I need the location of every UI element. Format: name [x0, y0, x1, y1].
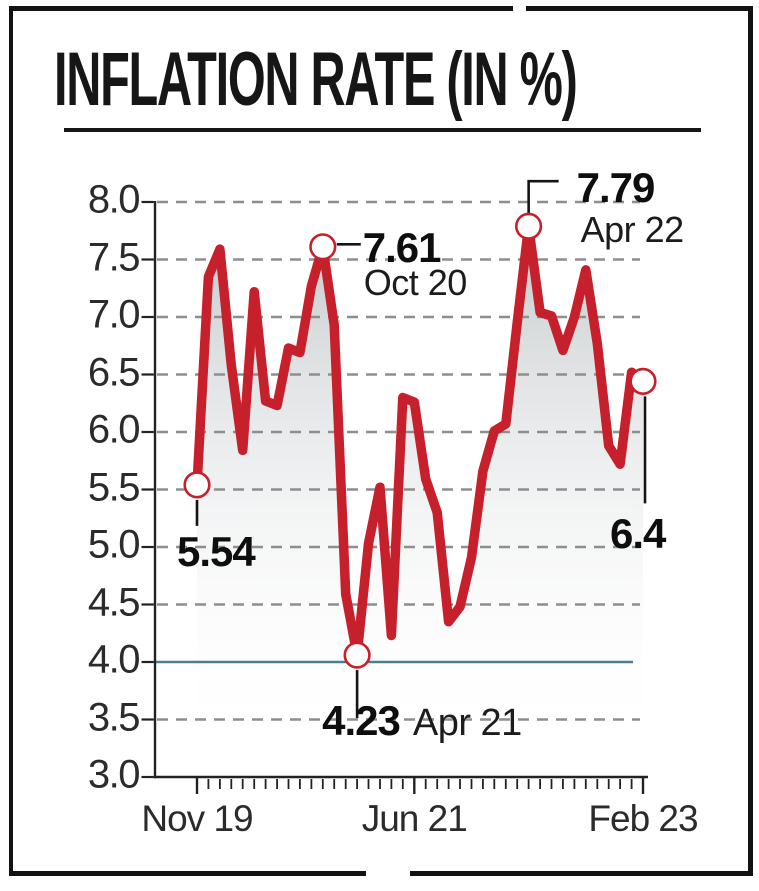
frame-gap-bottom [366, 870, 410, 877]
annotation-date: Oct 20 [363, 261, 468, 303]
annotation-value: 4.23 [322, 697, 401, 745]
data-point-marker [343, 641, 371, 669]
y-axis-label: 7.0 [87, 292, 141, 337]
annotation-value: 6.4 [610, 510, 666, 558]
area-fill [197, 226, 643, 745]
y-axis-label: 7.5 [87, 235, 141, 280]
x-axis-label: Nov 19 [141, 798, 253, 839]
annotation-connector [527, 179, 559, 214]
annotation-value: 7.61 [362, 223, 442, 271]
y-axis-label: 5.0 [87, 522, 141, 567]
annotation-value: 5.54 [177, 527, 256, 575]
annotation-date: Apr 22 [580, 209, 685, 251]
y-axis-label: 4.5 [87, 580, 141, 625]
frame-border-left [9, 6, 13, 876]
annotation-value-date: 4.23 Apr 21 [322, 697, 522, 745]
inflation-line [192, 221, 648, 660]
y-axis-label: 5.5 [87, 465, 141, 510]
data-point-marker [183, 471, 211, 499]
y-axis-label: 3.0 [87, 752, 141, 797]
data-point-marker [309, 233, 337, 261]
data-point-marker [514, 212, 543, 240]
y-axis-label: 6.5 [87, 350, 141, 395]
y-axis-label: 8.0 [87, 177, 141, 222]
x-axis-label: Feb 23 [588, 798, 698, 839]
y-axis-label: 3.5 [87, 695, 141, 740]
x-axis-label: Jun 21 [361, 798, 468, 839]
frame-border-top [9, 6, 753, 11]
y-axis-label: 6.0 [87, 407, 141, 452]
title-rule [64, 128, 701, 132]
frame-border-right [748, 6, 753, 876]
frame-gap-top [513, 5, 526, 12]
data-point-marker [629, 367, 657, 396]
y-axis-label: 4.0 [87, 637, 141, 682]
annotation-value: 7.79 [576, 164, 656, 212]
chart-title: INFLATION RATE (IN %) [54, 37, 578, 122]
annotation-date: Apr 21 [412, 702, 522, 745]
